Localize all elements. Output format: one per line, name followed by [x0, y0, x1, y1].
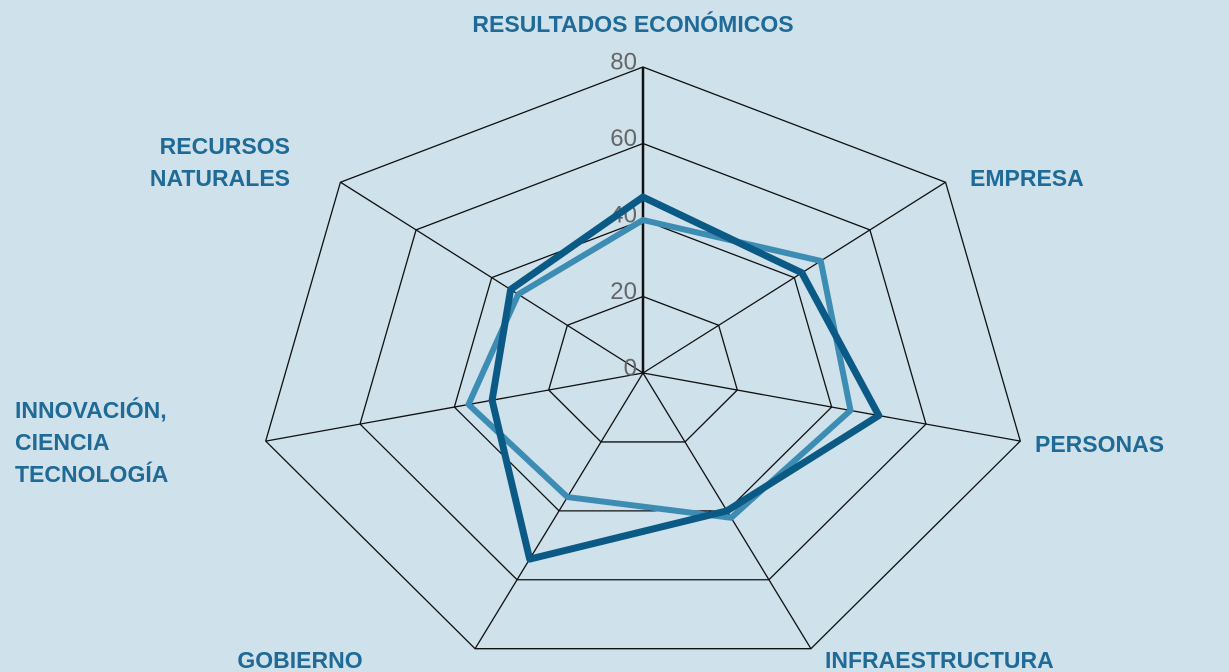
axis-label: EMPRESA [970, 165, 1084, 191]
axis-label: RESULTADOS ECONÓMICOS [472, 10, 793, 37]
axis-label: GOBIERNO [237, 647, 362, 672]
r-tick-label: 60 [610, 125, 637, 152]
r-tick-label: 80 [610, 48, 637, 75]
spoke [642, 372, 1021, 442]
grid-ring [453, 219, 833, 512]
spoke [340, 181, 644, 374]
r-tick-label: 0 [624, 354, 637, 381]
grid-ring [547, 295, 739, 443]
r-tick-label: 20 [610, 278, 637, 305]
grid-ring [264, 66, 1022, 650]
spoke [265, 372, 644, 442]
spoke [642, 181, 946, 374]
axis-label: INNOVACIÓN, CIENCIA TECNOLOGÍA [15, 396, 168, 487]
series-line [488, 193, 883, 563]
spoke [474, 372, 644, 650]
axis-label: RECURSOS NATURALES [150, 133, 290, 191]
axis-label: PERSONAS [1035, 431, 1164, 457]
axis-label: INFRAESTRUCTURA [825, 647, 1054, 672]
grid-ring [359, 142, 927, 581]
